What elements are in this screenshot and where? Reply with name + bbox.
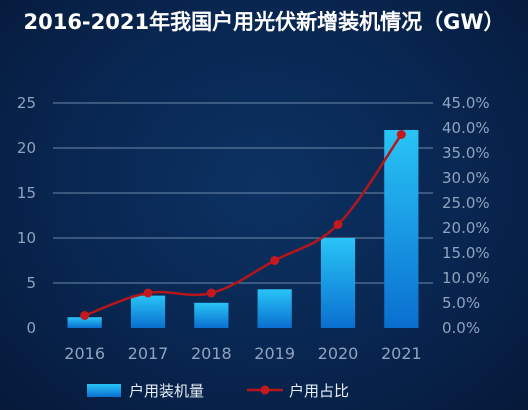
share-marker bbox=[270, 256, 280, 265]
right-tick-label: 35.0% bbox=[442, 144, 490, 162]
share-marker bbox=[333, 220, 343, 229]
line-series bbox=[80, 130, 406, 320]
chart-title: 2016-2021年我国户用光伏新增装机情况（GW） bbox=[23, 10, 504, 34]
x-axis-ticks: 2016 2017 2018 2019 2020 2021 bbox=[64, 344, 421, 363]
right-tick-label: 30.0% bbox=[442, 169, 490, 187]
legend: 户用装机量 户用占比 bbox=[87, 382, 349, 400]
left-tick-label: 0 bbox=[26, 319, 36, 337]
right-tick-label: 5.0% bbox=[442, 294, 480, 312]
x-tick-label: 2019 bbox=[254, 344, 295, 363]
share-marker bbox=[396, 130, 406, 139]
left-axis-ticks: 0 5 10 15 20 25 bbox=[17, 94, 36, 337]
share-marker bbox=[206, 288, 216, 298]
right-tick-label: 25.0% bbox=[442, 194, 490, 212]
right-tick-label: 20.0% bbox=[442, 219, 490, 237]
share-marker bbox=[143, 288, 153, 298]
x-tick-label: 2018 bbox=[191, 344, 232, 363]
x-tick-label: 2021 bbox=[381, 344, 422, 363]
legend-line-label: 户用占比 bbox=[289, 382, 349, 400]
bar bbox=[194, 302, 229, 328]
right-tick-label: 15.0% bbox=[442, 244, 490, 262]
left-tick-label: 5 bbox=[26, 274, 36, 292]
share-marker bbox=[80, 311, 90, 320]
bar bbox=[130, 295, 166, 328]
right-tick-label: 0.0% bbox=[442, 319, 480, 337]
right-tick-label: 10.0% bbox=[442, 269, 490, 287]
right-axis-ticks: 0.0% 5.0% 10.0% 15.0% 20.0% 25.0% 30.0% 35.0% 40… bbox=[442, 94, 490, 337]
grid-layer bbox=[53, 102, 433, 284]
right-tick-label: 45.0% bbox=[442, 94, 490, 112]
bar bbox=[384, 130, 419, 328]
x-tick-label: 2017 bbox=[128, 344, 169, 363]
bar-series bbox=[67, 130, 419, 328]
bar bbox=[257, 289, 292, 328]
x-tick-label: 2020 bbox=[318, 344, 359, 363]
left-tick-label: 25 bbox=[17, 94, 36, 112]
legend-bar-swatch bbox=[87, 384, 121, 397]
bar bbox=[67, 317, 102, 328]
left-tick-label: 20 bbox=[17, 139, 36, 157]
right-tick-label: 40.0% bbox=[442, 119, 490, 137]
left-tick-label: 10 bbox=[17, 229, 36, 247]
left-tick-label: 15 bbox=[17, 184, 36, 202]
legend-bar-label: 户用装机量 bbox=[129, 382, 204, 400]
legend-line-marker bbox=[260, 385, 270, 395]
bar bbox=[320, 238, 356, 328]
x-tick-label: 2016 bbox=[64, 344, 105, 363]
